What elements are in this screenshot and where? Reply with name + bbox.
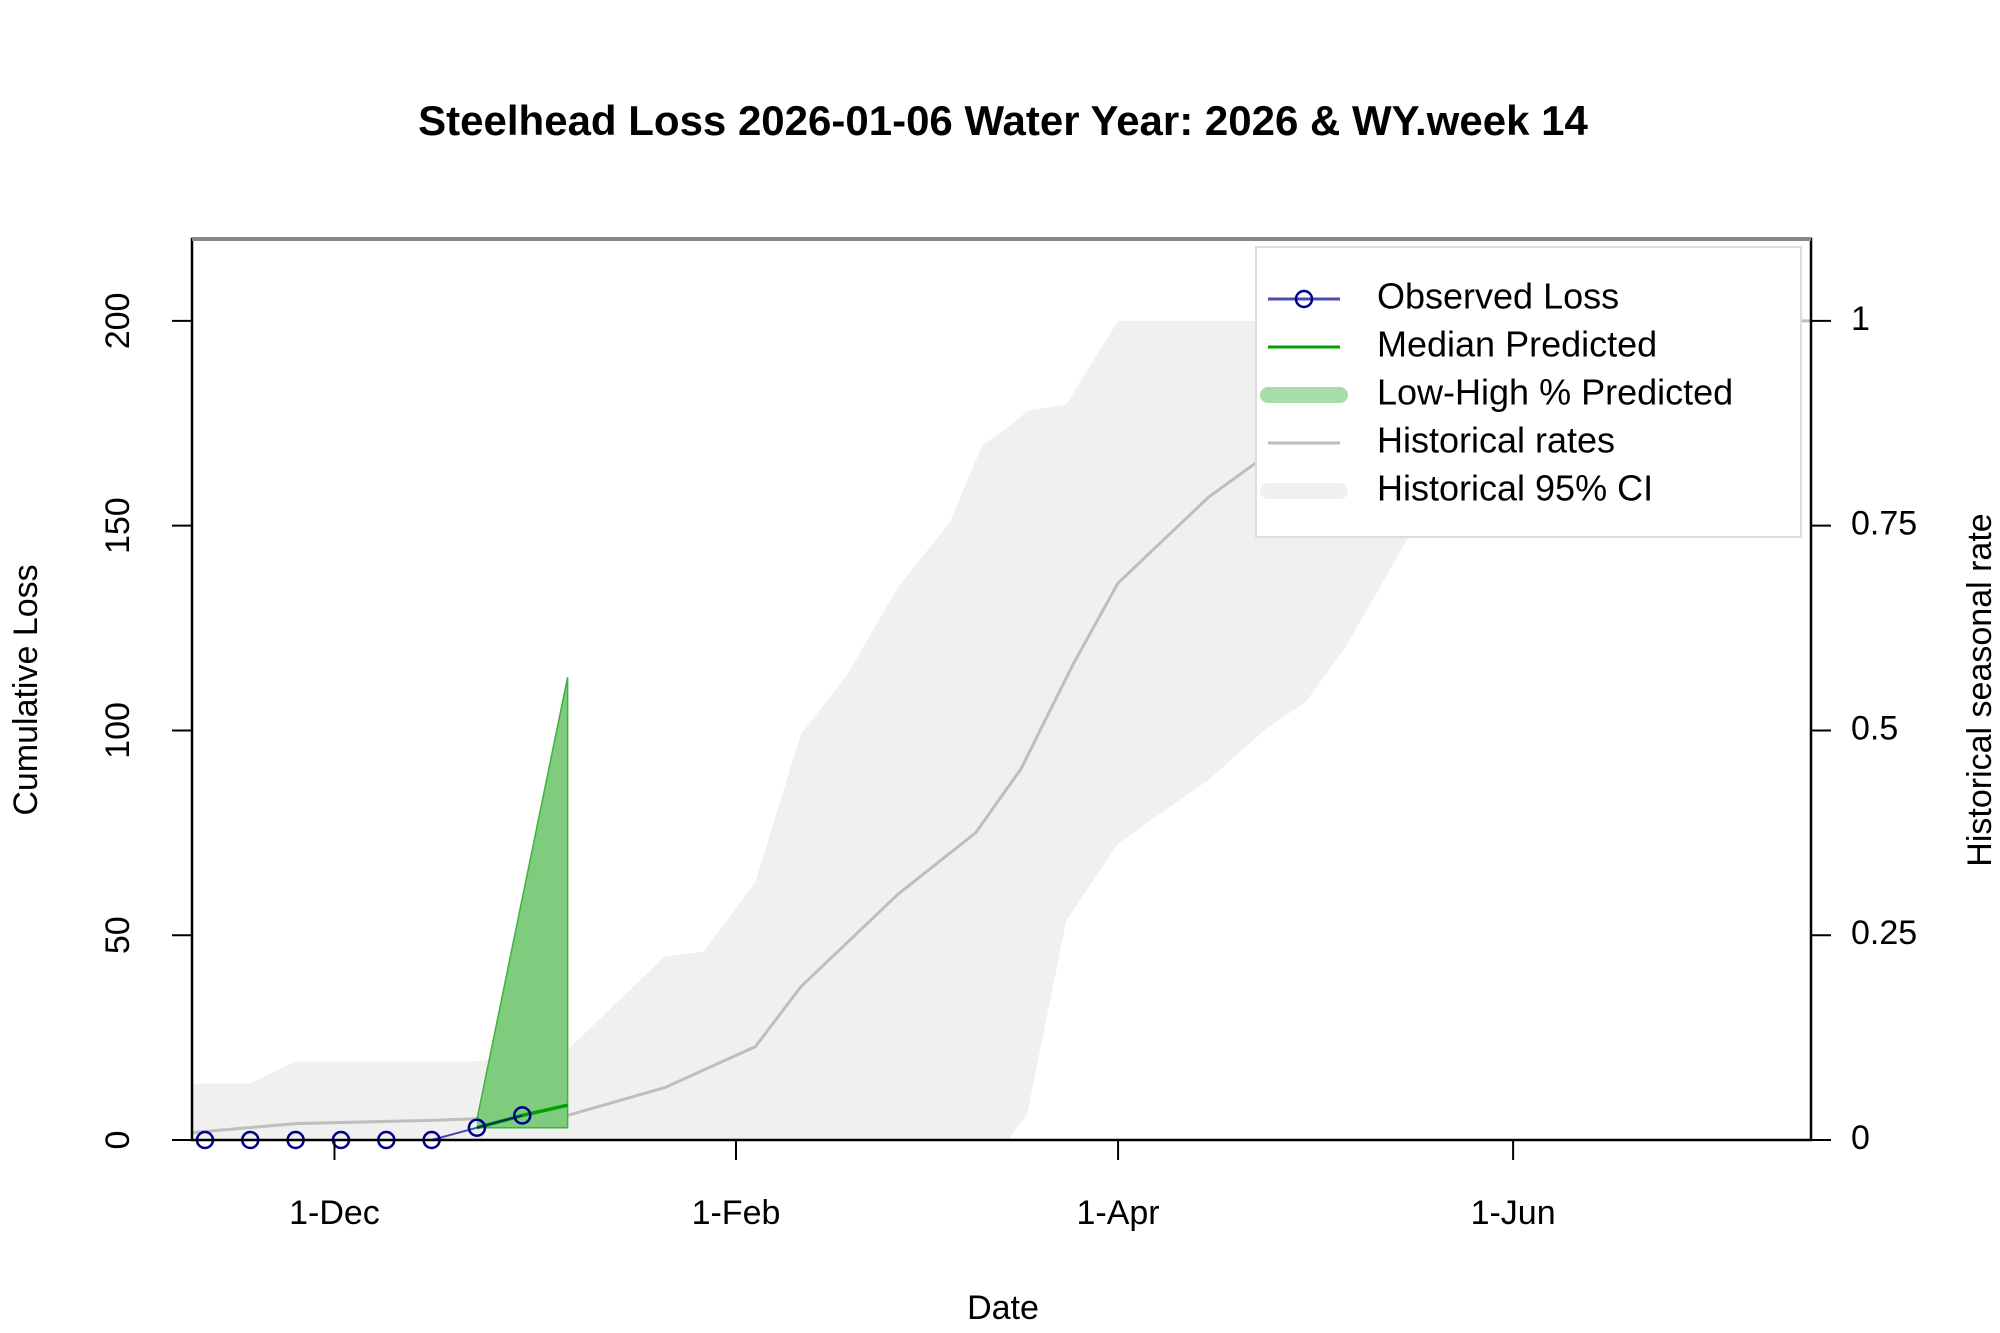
legend: Observed Loss Median Predicted Low-High % … bbox=[1255, 246, 1802, 538]
y2-axis-label: Historical seasonal rate bbox=[1961, 513, 1999, 866]
chart-title: Steelhead Loss 2026-01-06 Water Year: 20… bbox=[418, 97, 1588, 144]
point bbox=[513, 1106, 532, 1125]
y-axis-label: Cumulative Loss bbox=[7, 564, 45, 815]
point bbox=[467, 1118, 487, 1137]
band-edge bbox=[476, 677, 569, 1129]
legend-marker bbox=[1294, 289, 1314, 309]
legend-label: Historical 95% CI bbox=[1377, 468, 1653, 509]
x-tick-label: 1-Apr bbox=[1076, 1194, 1159, 1232]
y2-tick-label: 0 bbox=[1851, 1119, 1870, 1157]
y-tick-label: 150 bbox=[99, 497, 137, 554]
y-tick-label: 0 bbox=[99, 1131, 137, 1150]
x-axis-label: Date bbox=[967, 1289, 1039, 1327]
legend-label: Median Predicted bbox=[1377, 324, 1657, 365]
x-tick-label: 1-Feb bbox=[692, 1194, 781, 1232]
y2-tick-label: 0.25 bbox=[1851, 914, 1917, 952]
x-tick-label: 1-Jun bbox=[1471, 1194, 1556, 1232]
legend-label: Observed Loss bbox=[1377, 276, 1619, 317]
legend-label: Historical rates bbox=[1377, 420, 1615, 461]
y2-tick-label: 0.75 bbox=[1851, 505, 1917, 543]
y2-tick-label: 1 bbox=[1851, 300, 1870, 338]
y-tick-label: 100 bbox=[99, 702, 137, 759]
y2-tick-label: 0.5 bbox=[1851, 709, 1898, 747]
x-tick-label: 1-Dec bbox=[289, 1194, 380, 1232]
legend-label: Low-High % Predicted bbox=[1377, 372, 1733, 413]
y-tick-label: 200 bbox=[99, 293, 137, 350]
y-tick-label: 50 bbox=[99, 916, 137, 954]
